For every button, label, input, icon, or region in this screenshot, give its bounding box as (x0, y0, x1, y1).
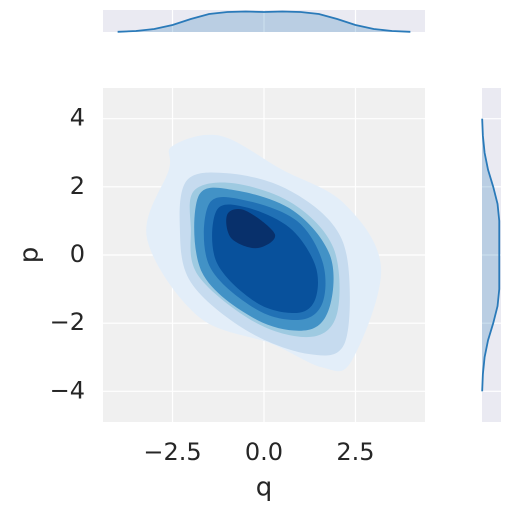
right-marginal-area (482, 118, 500, 392)
right-marginal-line (481, 118, 501, 392)
top-marginal-area (117, 11, 411, 32)
x-axis-label: q (256, 473, 273, 503)
x-tick-label: 0.0 (245, 438, 283, 466)
y-axis-label: p (15, 247, 45, 264)
top-marginal-line (117, 10, 411, 33)
y-tick-label: −4 (50, 376, 85, 404)
y-tick-label: 4 (70, 104, 85, 132)
x-tick-label: 2.5 (336, 438, 374, 466)
y-tick-label: −2 (50, 308, 85, 336)
x-tick-label: −2.5 (143, 438, 201, 466)
y-tick-label: 2 (70, 172, 85, 200)
y-tick-label: 0 (70, 240, 85, 268)
density-contour (226, 209, 276, 249)
